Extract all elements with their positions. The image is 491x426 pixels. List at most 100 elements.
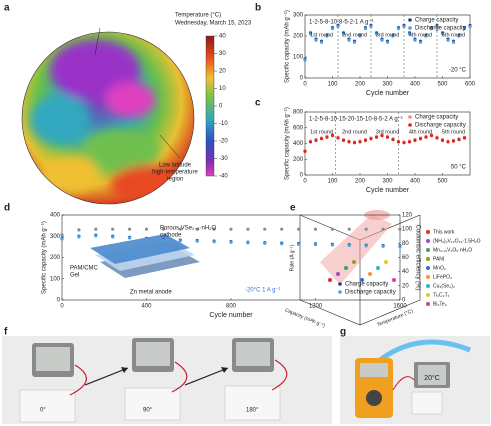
colorbar-label: -30 — [219, 156, 228, 162]
panel-label: d — [4, 203, 10, 214]
point — [374, 32, 379, 36]
point — [352, 141, 357, 145]
legend-marker — [338, 282, 342, 286]
legend-label: This work — [433, 229, 455, 235]
annotation: high-temperature — [152, 170, 198, 176]
point — [314, 138, 318, 142]
y2-tick-label: 100 — [402, 227, 413, 233]
point — [325, 34, 329, 38]
point — [330, 243, 334, 247]
x-tick-label: 200 — [355, 179, 366, 185]
legend-label: (NH₄)₂V₁₀O₂₅·1.5H₂O — [433, 238, 481, 244]
point — [263, 227, 267, 231]
point — [457, 137, 461, 142]
legend-label: Charge capacity — [415, 18, 458, 24]
point — [380, 134, 384, 138]
y-tick-label: 400 — [50, 213, 61, 219]
point — [336, 24, 340, 29]
legend-label: Cu₃(Se₂)₂ — [433, 283, 455, 289]
panel-d-inset — [90, 234, 200, 278]
point — [229, 240, 233, 244]
point — [451, 40, 456, 44]
x-tick-label: 300 — [382, 179, 393, 185]
point — [313, 242, 318, 247]
point — [358, 34, 362, 38]
point — [364, 227, 368, 231]
point — [451, 139, 456, 143]
colorbar-label: -40 — [219, 174, 228, 180]
point — [246, 241, 250, 245]
axis-label: Rate (A g⁻¹) — [289, 244, 295, 271]
point — [407, 140, 412, 144]
point — [391, 34, 395, 38]
point — [297, 242, 301, 246]
x-tick-label: 0 — [303, 82, 307, 88]
point — [398, 227, 402, 231]
x-tick-label: 400 — [410, 179, 421, 185]
point — [369, 137, 373, 141]
y-tick-label: 0 — [300, 76, 304, 82]
point — [380, 38, 384, 42]
angle-label: 0° — [40, 408, 46, 414]
y-tick-label: 200 — [293, 157, 304, 163]
point — [418, 137, 423, 141]
point — [402, 141, 406, 145]
legend-label: Ti₃C₂Tₓ — [433, 292, 450, 298]
point — [297, 227, 301, 231]
legend-marker — [426, 230, 430, 234]
point — [325, 135, 329, 139]
y-tick-label: 300 — [293, 13, 304, 19]
point — [374, 135, 379, 139]
point — [369, 24, 373, 29]
compare-point — [376, 266, 380, 270]
inset-label: PAM/CMC — [70, 266, 99, 272]
point — [381, 227, 385, 231]
legend-marker — [426, 275, 430, 279]
legend-label: PANI — [433, 256, 444, 262]
x-tick-label: 100 — [327, 179, 338, 185]
colorbar — [205, 35, 215, 177]
x-tick-label: 1600 — [393, 304, 407, 310]
x-tick-label: 1200 — [309, 304, 323, 310]
point — [418, 40, 423, 44]
compare-point — [392, 278, 396, 282]
legend-label: Discharge capacity — [415, 123, 466, 129]
temperature-label: 20°C — [424, 374, 440, 382]
annotation: region — [167, 177, 184, 183]
compare-point — [328, 278, 332, 282]
y-axis-label: Specific capacity (mAh g⁻¹) — [285, 107, 291, 180]
point — [352, 40, 357, 44]
legend-marker — [426, 248, 430, 252]
colorbar-title: Temperature (°C) — [175, 13, 221, 19]
legend-marker — [426, 239, 430, 243]
colorbar-label: 10 — [219, 86, 226, 92]
point — [60, 233, 64, 237]
round-label: 3rd round — [376, 129, 400, 135]
round-label: 4th round — [409, 129, 432, 135]
point — [178, 227, 182, 231]
point — [435, 136, 439, 140]
point — [402, 24, 406, 29]
legend-marker — [426, 284, 430, 288]
point — [94, 227, 98, 231]
annotation: High latitude — [83, 10, 117, 16]
angle-label: 90° — [143, 408, 153, 414]
point — [336, 136, 340, 140]
legend-marker — [408, 123, 412, 127]
legend-marker — [426, 257, 430, 261]
point — [363, 138, 368, 142]
compare-point — [336, 272, 340, 276]
point — [396, 27, 401, 31]
round-label: 5th round — [442, 129, 465, 135]
colorbar-label: 40 — [219, 34, 226, 40]
y-tick-label: 0 — [300, 173, 304, 179]
legend-marker — [426, 266, 430, 270]
inset-label: cathode — [160, 233, 182, 239]
temperature-label: -20 °C — [449, 68, 467, 74]
x-tick-label: 300 — [382, 82, 393, 88]
point — [280, 242, 284, 246]
axis-label: Temperature (°C) — [376, 308, 414, 328]
y-tick-label: 100 — [293, 55, 304, 61]
point — [424, 34, 428, 38]
legend-label: MnO₂ — [433, 265, 446, 271]
